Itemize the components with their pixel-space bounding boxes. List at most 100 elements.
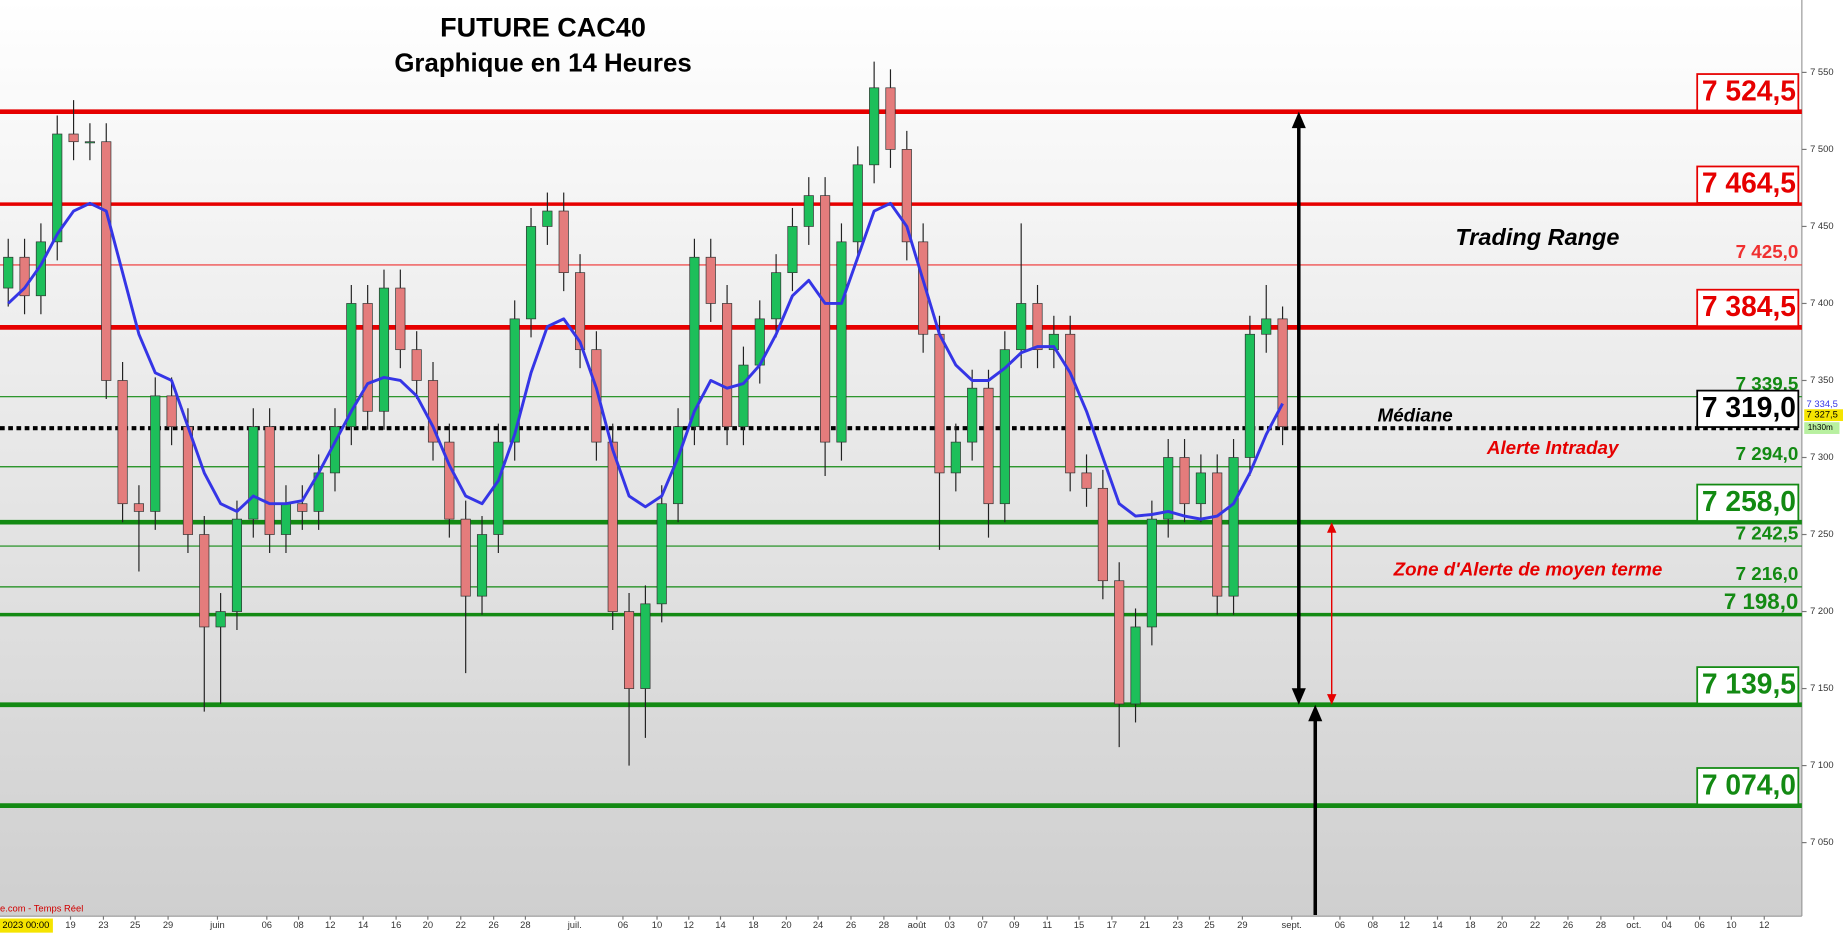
x-tick-label: 08 [1368, 919, 1378, 930]
candle-body [427, 380, 439, 443]
annotation: Zone d'Alerte de moyen terme [1393, 558, 1663, 579]
plot-background [0, 0, 1802, 917]
candle-body [869, 87, 880, 166]
candle-body [1146, 518, 1157, 628]
x-tick-label: 10 [652, 919, 662, 930]
range-arrow-head [1291, 688, 1306, 705]
level-label: 7 339,5 [1736, 373, 1799, 394]
level-label: 7 464,5 [1702, 167, 1796, 199]
candle-body [297, 503, 308, 512]
level-box [1696, 389, 1800, 428]
candle-body [803, 195, 814, 227]
candle-body [199, 534, 210, 628]
x-tick-label: 19 [65, 919, 75, 930]
x-tick-label: 21 [1140, 919, 1150, 930]
timeframe-tag: 1h30m [1808, 423, 1833, 432]
candle-body [346, 303, 357, 428]
candle-body [1114, 580, 1125, 705]
x-tick-label: 06 [618, 919, 628, 930]
y-tick-label: 7 300 [1810, 451, 1833, 462]
level-label: 7 242,5 [1736, 522, 1799, 543]
candle-body [231, 518, 243, 612]
x-tick-label: 20 [423, 919, 433, 930]
x-tick-label: 07 [977, 919, 987, 930]
candle-body [1277, 318, 1288, 428]
candle-body [901, 149, 912, 243]
y-tick-label: 7 400 [1810, 297, 1833, 308]
x-tick-label: 12 [684, 919, 694, 930]
level-box [1696, 73, 1800, 112]
candle-body [542, 210, 553, 227]
candle-body [1032, 303, 1043, 351]
x-tick-label: 23 [98, 919, 108, 930]
x-tick-label: 25 [130, 919, 140, 930]
candle-body [525, 226, 537, 320]
x-tick-label: 29 [163, 919, 173, 930]
price-tag: 7 334,5 [1807, 398, 1838, 409]
level-label: 7 198,0 [1724, 589, 1798, 614]
price-tag: 7 327,5 [1807, 409, 1838, 420]
candle-body [117, 380, 128, 505]
x-tick-label: 24 [813, 919, 823, 930]
candle-body [52, 133, 63, 243]
candle-body [378, 287, 390, 412]
candle-body [1179, 457, 1190, 505]
level-label: 7 216,0 [1736, 563, 1799, 584]
candle-body [84, 141, 95, 144]
candle-body [215, 611, 226, 628]
x-tick-label: 12 [325, 919, 335, 930]
level-label: 7 139,5 [1702, 667, 1796, 699]
candle-body [133, 503, 144, 512]
candle-body [918, 241, 929, 335]
candle-body [722, 303, 733, 428]
x-tick-label: 18 [1465, 919, 1475, 930]
start-label: 2023 00:00 [2, 919, 49, 930]
candle-body [1097, 487, 1108, 582]
candle-body [1261, 318, 1272, 335]
candle-body [967, 387, 978, 443]
annotation: Trading Range [1455, 224, 1619, 250]
y-tick-label: 7 350 [1810, 374, 1833, 385]
candle-body [476, 534, 488, 597]
y-tick-label: 7 250 [1810, 528, 1833, 539]
x-tick-label: juil. [567, 919, 582, 930]
candle-body [1195, 472, 1206, 505]
support-arrow-head [1308, 704, 1323, 722]
candle-body [182, 426, 193, 535]
candle-body [248, 426, 259, 520]
x-tick-label: 16 [391, 919, 401, 930]
x-tick-label: 28 [879, 919, 889, 930]
candle-body [68, 133, 79, 143]
price-tag-box [1804, 398, 1843, 411]
x-tick-label: 23 [1173, 919, 1183, 930]
x-tick-label: 25 [1204, 919, 1214, 930]
candle-body [656, 503, 667, 605]
candle-body [689, 256, 700, 428]
candle-body [264, 426, 275, 535]
candle-body [624, 611, 635, 689]
candle-body [150, 395, 161, 512]
level-label: 7 074,0 [1702, 768, 1796, 800]
candle-body [1081, 472, 1092, 489]
level-label: 7 384,5 [1702, 290, 1796, 322]
level-box [1696, 165, 1800, 204]
x-tick-label: 09 [1009, 919, 1019, 930]
x-tick-label: 18 [748, 919, 758, 930]
candle-body [771, 272, 782, 320]
x-tick-label: 06 [1694, 919, 1704, 930]
level-box [1696, 483, 1800, 522]
zone-arrow-head [1327, 522, 1337, 533]
x-axis-background [0, 916, 1843, 935]
x-tick-label: 28 [1596, 919, 1606, 930]
candle-body [101, 141, 112, 381]
y-tick-label: 7 150 [1810, 682, 1833, 693]
x-tick-label: 22 [456, 919, 466, 930]
x-tick-label: sept. [1282, 919, 1302, 930]
candle-body [411, 349, 422, 381]
candle-body [362, 303, 373, 412]
candle-body [444, 441, 455, 520]
level-label: 7 524,5 [1702, 74, 1796, 106]
x-tick-label: 08 [293, 919, 303, 930]
x-tick-label: 20 [781, 919, 791, 930]
